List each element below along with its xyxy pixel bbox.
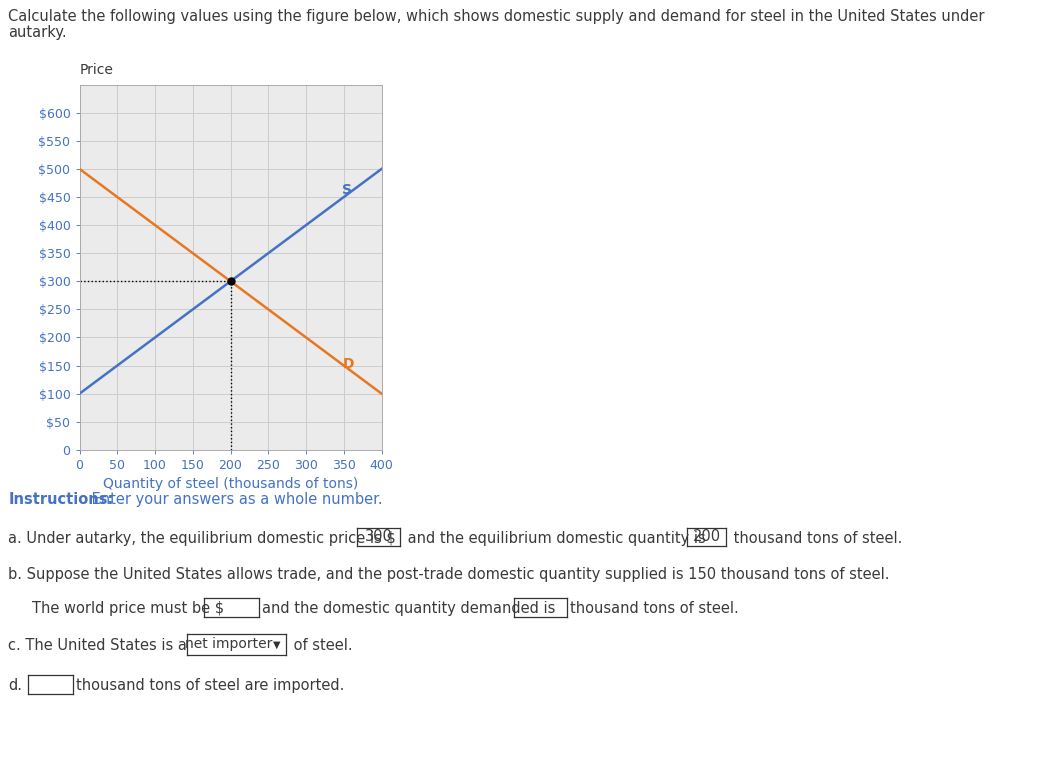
Text: Calculate the following values using the figure below, which shows domestic supp: Calculate the following values using the… [8, 9, 985, 25]
Text: Price: Price [80, 63, 113, 77]
Text: Enter your answers as a whole number.: Enter your answers as a whole number. [87, 492, 383, 508]
Text: D: D [342, 357, 354, 371]
Text: and the domestic quantity demanded is: and the domestic quantity demanded is [262, 601, 560, 617]
Text: a. Under autarky, the equilibrium domestic price is $: a. Under autarky, the equilibrium domest… [8, 531, 396, 546]
Text: 200: 200 [692, 529, 721, 544]
Text: autarky.: autarky. [8, 25, 67, 40]
Text: thousand tons of steel are imported.: thousand tons of steel are imported. [76, 678, 344, 694]
Text: b. Suppose the United States allows trade, and the post-trade domestic quantity : b. Suppose the United States allows trad… [8, 567, 890, 582]
Text: c. The United States is a: c. The United States is a [8, 638, 192, 654]
Text: of steel.: of steel. [289, 638, 353, 654]
Text: The world price must be $: The world price must be $ [32, 601, 224, 617]
Text: ▼: ▼ [272, 639, 280, 650]
X-axis label: Quantity of steel (thousands of tons): Quantity of steel (thousands of tons) [103, 478, 358, 491]
Text: net importer: net importer [184, 638, 272, 651]
Text: d.: d. [8, 678, 22, 694]
Text: thousand tons of steel.: thousand tons of steel. [729, 531, 903, 546]
Text: and the equilibrium domestic quantity is: and the equilibrium domestic quantity is [403, 531, 710, 546]
Text: thousand tons of steel.: thousand tons of steel. [570, 601, 739, 617]
Text: Instructions:: Instructions: [8, 492, 113, 508]
Text: S: S [342, 182, 352, 197]
Text: 300: 300 [365, 529, 392, 544]
